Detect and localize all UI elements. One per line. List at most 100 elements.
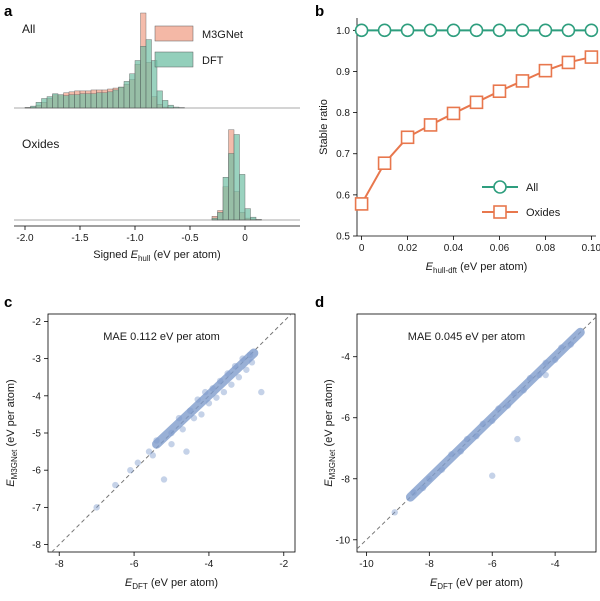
x-tick-label: 0.02 bbox=[398, 243, 418, 254]
hist-bar-dft bbox=[162, 100, 169, 109]
scatter-point bbox=[209, 385, 216, 392]
hist-bar-dft bbox=[41, 98, 48, 109]
hist-bar-dft bbox=[233, 134, 240, 221]
panel-label-b: b bbox=[315, 3, 324, 20]
x-tick-label: 0 bbox=[359, 243, 365, 254]
y-tick-label: -7 bbox=[32, 503, 41, 514]
legend-marker-oxides bbox=[493, 205, 507, 219]
hist-bar-dft bbox=[239, 174, 246, 221]
point-oxides bbox=[538, 63, 553, 78]
scatter-point bbox=[479, 420, 486, 428]
y-tick-label: 0.9 bbox=[336, 67, 350, 78]
scatter-point bbox=[448, 451, 455, 458]
x-tick-label: -0.5 bbox=[181, 233, 199, 244]
scatter-point bbox=[198, 411, 205, 418]
point-all bbox=[400, 23, 415, 38]
point-all bbox=[469, 23, 484, 38]
panel-label-c: c bbox=[4, 294, 12, 311]
hist-bar-dft bbox=[250, 216, 257, 221]
y-tick-label: 0.7 bbox=[336, 149, 350, 160]
scatter-point bbox=[438, 466, 446, 473]
x-tick-label: 0.10 bbox=[582, 243, 600, 254]
panel-label-d: d bbox=[315, 294, 324, 311]
scatter-point bbox=[542, 371, 549, 379]
y-tick-label: 0.6 bbox=[336, 190, 350, 201]
x-tick-label: 0.08 bbox=[536, 243, 556, 254]
hist-bar-dft bbox=[129, 73, 136, 109]
y-tick-label: 0.8 bbox=[336, 108, 350, 119]
scatter-point bbox=[246, 351, 254, 359]
scatter-point bbox=[175, 414, 183, 422]
scatter-point bbox=[243, 366, 250, 373]
scatter-point bbox=[112, 481, 119, 489]
scatter-point bbox=[220, 388, 228, 396]
y-axis-label: EM3GNet (eV per atom) bbox=[5, 379, 19, 486]
point-all bbox=[515, 23, 530, 38]
scatter-point bbox=[514, 435, 521, 443]
scatter-point bbox=[495, 405, 502, 412]
y-tick-label: 1.0 bbox=[336, 26, 350, 37]
hist-bar-dft bbox=[140, 46, 147, 109]
scatter-point bbox=[231, 362, 239, 370]
y-tick-label: -3 bbox=[32, 354, 41, 365]
point-oxides bbox=[492, 84, 507, 99]
scatter-point bbox=[145, 448, 153, 455]
scatter-point bbox=[536, 371, 543, 379]
legend-swatch-m3gnet bbox=[154, 25, 194, 42]
legend-label-m3gnet: M3GNet bbox=[202, 29, 243, 41]
x-tick-label: 0.06 bbox=[490, 243, 510, 254]
scatter-point bbox=[149, 452, 156, 459]
x-tick-label: -4 bbox=[551, 559, 560, 570]
hist-bar-dft bbox=[90, 93, 97, 109]
scatter-point bbox=[463, 435, 471, 443]
y-tick-label: -2 bbox=[32, 317, 41, 328]
scatter-point bbox=[419, 484, 427, 492]
scatter-point bbox=[551, 356, 559, 363]
point-oxides bbox=[561, 55, 576, 70]
point-oxides bbox=[423, 118, 438, 132]
hist-bar-dft bbox=[167, 104, 174, 109]
x-axis-label: EDFT (eV per atom) bbox=[430, 577, 523, 591]
hist-bar-dft bbox=[101, 92, 108, 109]
x-tick-label: -6 bbox=[488, 559, 497, 570]
hist-bar-dft bbox=[96, 92, 103, 109]
scatter-point bbox=[205, 400, 213, 407]
scatter-point bbox=[168, 429, 175, 437]
mae-annotation: MAE 0.112 eV per atom bbox=[103, 331, 220, 343]
hist-bar-dft bbox=[57, 94, 64, 109]
scatter-point bbox=[235, 374, 243, 381]
y-tick-label: -6 bbox=[32, 466, 41, 477]
scatter-point bbox=[258, 388, 265, 396]
scatter-point bbox=[410, 489, 417, 496]
x-tick-label: -8 bbox=[425, 559, 434, 570]
legend-label-oxides: Oxides bbox=[526, 207, 561, 219]
y-tick-label: -4 bbox=[341, 352, 350, 363]
x-tick-label: -4 bbox=[204, 559, 213, 570]
scatter-point bbox=[183, 448, 190, 455]
point-oxides bbox=[446, 106, 461, 121]
scatter-point bbox=[224, 370, 231, 377]
scatter-point bbox=[160, 476, 168, 483]
legend-swatch-dft bbox=[154, 51, 194, 68]
x-tick-label: -6 bbox=[130, 559, 139, 570]
scatter-point bbox=[489, 417, 496, 424]
point-all bbox=[561, 23, 576, 38]
x-tick-label: -1.0 bbox=[126, 233, 144, 244]
y-tick-label: -10 bbox=[336, 535, 351, 546]
x-tick-label: -2 bbox=[279, 559, 288, 570]
scatter-point bbox=[526, 374, 534, 382]
scatter-point bbox=[489, 472, 496, 479]
panel-c-scatter: -8 -6 -4 -2 -8 -7 -6 -5 -4 -3 -2 MAE 0.112 eV per a… bbox=[5, 313, 296, 591]
x-tick-label: 0 bbox=[242, 233, 248, 244]
x-tick-label: -8 bbox=[55, 559, 64, 570]
hist-bar-dft bbox=[85, 93, 92, 109]
x-tick-label: -1.5 bbox=[71, 233, 89, 244]
point-oxides bbox=[584, 50, 599, 64]
y-tick-label: 0.5 bbox=[336, 232, 350, 243]
mae-annotation: MAE 0.045 eV per atom bbox=[408, 331, 525, 343]
scatter-point bbox=[187, 407, 194, 414]
hist-bar-dft bbox=[63, 95, 70, 109]
scatter-point bbox=[134, 459, 142, 466]
hist-bar-dft bbox=[134, 60, 141, 109]
